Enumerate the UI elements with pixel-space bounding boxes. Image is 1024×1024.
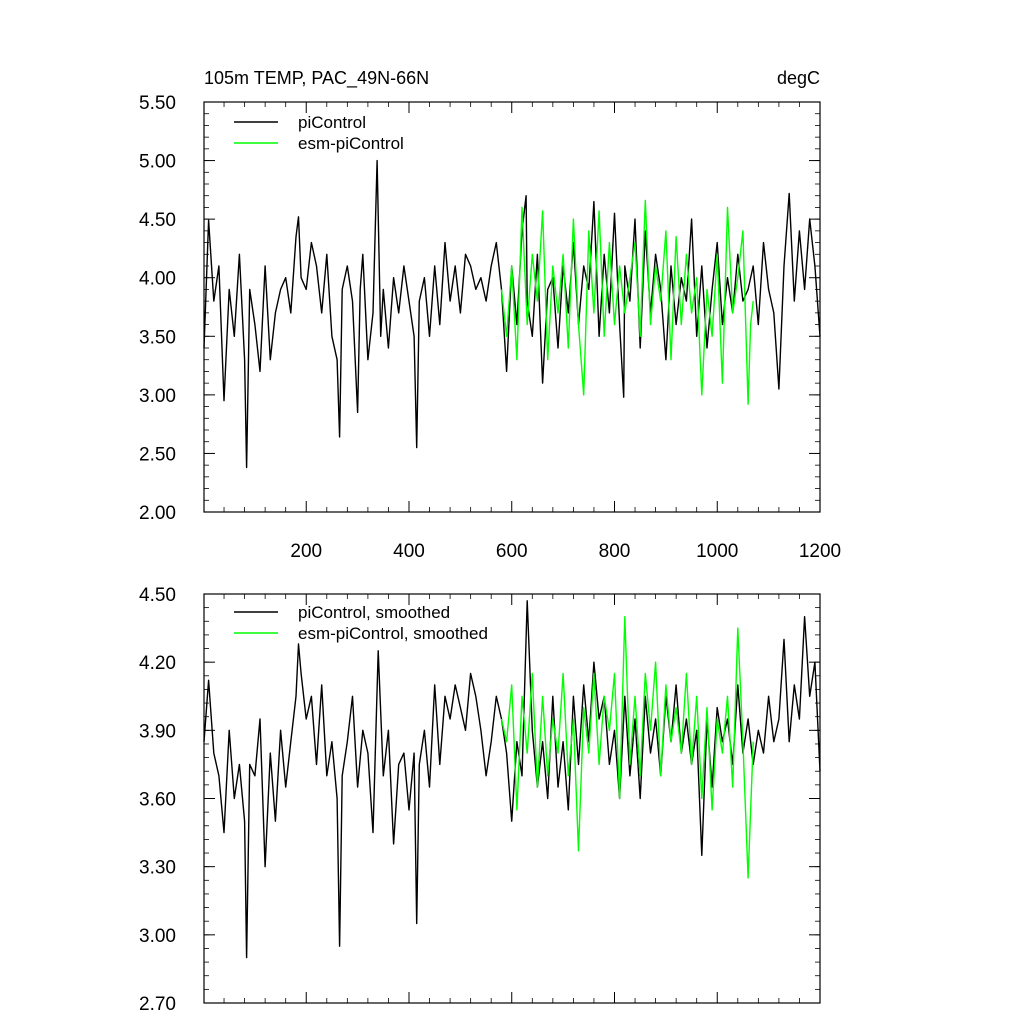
top-series-line-picontrol bbox=[203, 159, 821, 469]
top-x-tick-label: 800 bbox=[599, 541, 631, 562]
top-y-tick-label: 3.00 bbox=[139, 386, 176, 407]
bottom-series-line-picontrol bbox=[203, 600, 821, 959]
top-y-tick-label: 2.50 bbox=[139, 444, 176, 465]
top-x-tick-label: 1000 bbox=[696, 541, 738, 562]
chart-title: 105m TEMP, PAC_49N-66N bbox=[204, 68, 429, 89]
top-panel: 5.50 5.00 4.50 4.00 3.50 3.00 2.50 2.00 200 400 60… bbox=[139, 93, 841, 562]
top-x-tick-label: 600 bbox=[496, 541, 528, 562]
bottom-y-tick-label: 3.90 bbox=[139, 721, 176, 742]
top-plot-frame bbox=[203, 101, 821, 513]
top-y-tick-label: 2.00 bbox=[139, 503, 176, 524]
bottom-y-tick-label: 4.50 bbox=[139, 585, 176, 606]
chart-units: degC bbox=[777, 68, 820, 88]
bottom-legend-label-picontrol: piControl, smoothed bbox=[298, 603, 450, 622]
top-legend-label-esm-picontrol: esm-piControl bbox=[298, 134, 404, 153]
bottom-y-tick-label: 3.60 bbox=[139, 790, 176, 811]
top-x-tick-label: 200 bbox=[290, 541, 322, 562]
bottom-y-tick-label: 3.30 bbox=[139, 858, 176, 879]
bottom-y-tick-label: 4.20 bbox=[139, 653, 176, 674]
top-x-tick-label: 400 bbox=[393, 541, 425, 562]
top-y-tick-label: 4.50 bbox=[139, 210, 176, 231]
top-y-tick-label: 3.50 bbox=[139, 327, 176, 348]
top-series-line-esm-picontrol bbox=[500, 199, 754, 405]
bottom-panel: 4.50 4.20 3.90 3.60 3.30 3.00 2.70 piControl, s… bbox=[139, 585, 821, 1015]
top-x-tick-label: 1200 bbox=[799, 541, 841, 562]
bottom-legend-label-esm-picontrol: esm-piControl, smoothed bbox=[298, 624, 488, 643]
top-y-tick-label: 4.00 bbox=[139, 269, 176, 290]
bottom-y-tick-label: 2.70 bbox=[139, 994, 176, 1015]
bottom-series-line-esm-picontrol bbox=[500, 616, 754, 879]
top-legend-label-picontrol: piControl bbox=[298, 113, 366, 132]
top-y-tick-label: 5.00 bbox=[139, 152, 176, 173]
top-y-tick-label: 5.50 bbox=[139, 93, 176, 114]
bottom-y-tick-label: 3.00 bbox=[139, 926, 176, 947]
bottom-plot-frame bbox=[203, 593, 821, 1004]
